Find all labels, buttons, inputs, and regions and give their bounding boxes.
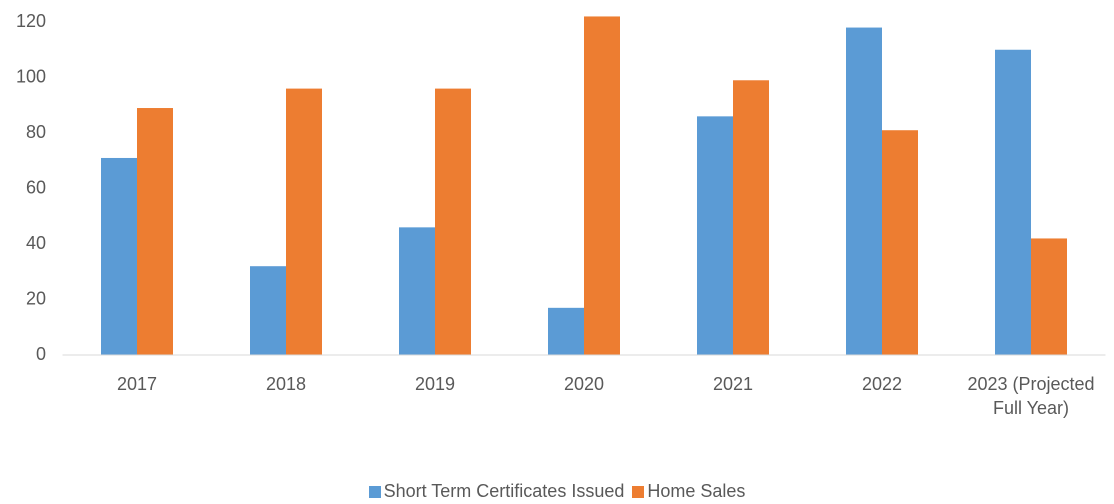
legend-item: Home Sales xyxy=(632,481,745,502)
bar xyxy=(882,130,918,355)
legend-label: Home Sales xyxy=(647,481,746,501)
x-tick-label: 2019 xyxy=(414,374,456,394)
bar xyxy=(137,108,173,356)
y-tick-label: 120 xyxy=(16,11,46,31)
y-tick-label: 80 xyxy=(26,122,46,142)
legend-item: Short Term Certificates Issued xyxy=(368,481,625,502)
bar xyxy=(1031,238,1067,355)
y-tick-label: 100 xyxy=(16,66,46,86)
bar xyxy=(101,157,137,355)
y-tick-label: 60 xyxy=(26,177,46,197)
bar xyxy=(584,16,620,355)
y-tick-label: 20 xyxy=(26,288,46,308)
plot: 0 20 40 60 80 100 120 xyxy=(16,11,1106,364)
x-tick-label: 2023 (Projected Full Year) xyxy=(967,374,1095,418)
x-tick-label: 2017 xyxy=(116,374,158,394)
x-tick-label: 2018 xyxy=(265,374,307,394)
legend-swatch xyxy=(632,485,645,498)
legend-swatch xyxy=(368,485,381,498)
bar xyxy=(548,307,584,355)
bar xyxy=(250,266,286,355)
x-tick-label: 2020 xyxy=(563,374,605,394)
y-tick-label: 0 xyxy=(36,344,46,364)
bar xyxy=(846,27,882,356)
x-tick-label: 2022 xyxy=(861,374,903,394)
bar xyxy=(286,88,322,355)
bar xyxy=(995,49,1031,355)
bar xyxy=(399,227,435,355)
legend-label: Short Term Certificates Issued xyxy=(383,481,625,501)
legend: Short Term Certificates Issued Home Sales xyxy=(0,481,1114,502)
y-tick-label: 40 xyxy=(26,233,46,253)
bar xyxy=(733,80,769,356)
bar xyxy=(697,116,733,355)
x-tick-label: 2021 xyxy=(712,374,754,394)
bar xyxy=(435,88,471,355)
